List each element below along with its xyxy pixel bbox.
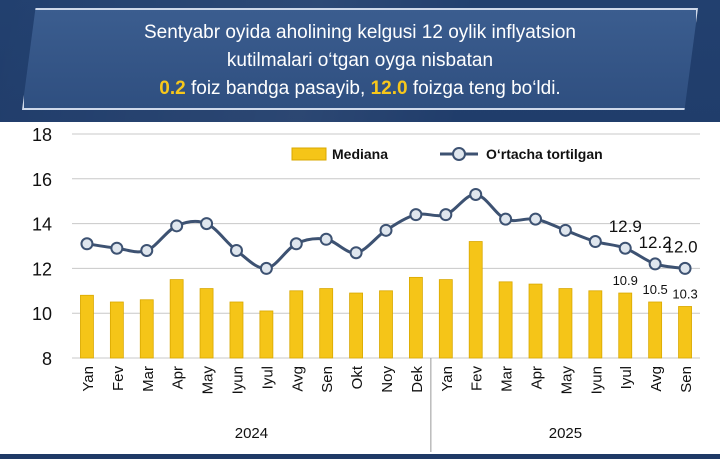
headline-line-3: 0.2 foiz bandga pasayib, 12.0 foizga ten… bbox=[24, 75, 696, 103]
chart-card: 10.9 10.5 10.3 12.9 12.2 12.0 8 10 12 14 16 18 Yan F… bbox=[0, 122, 720, 454]
x-tick-label: Dek bbox=[409, 366, 426, 393]
year-label: 2025 bbox=[549, 425, 582, 442]
x-tick-label: Apr bbox=[529, 366, 546, 389]
line-point-marker bbox=[289, 237, 303, 251]
x-tick-label: Iyul bbox=[618, 366, 635, 389]
bar-mediana bbox=[109, 301, 124, 359]
bar-mediana bbox=[199, 288, 214, 359]
x-tick-label: Avg bbox=[648, 366, 665, 392]
x-tick-label: Okt bbox=[349, 365, 366, 389]
bar-mediana bbox=[528, 283, 543, 359]
headline-line-1: Sentyabr oyida aholining kelgusi 12 oyli… bbox=[144, 22, 576, 43]
headline-banner: Sentyabr oyida aholining kelgusi 12 oyli… bbox=[22, 8, 698, 110]
line-point-marker bbox=[648, 257, 662, 271]
x-tick-label: Fev bbox=[469, 366, 486, 392]
line-point-marker bbox=[349, 246, 363, 260]
x-tick-label: May bbox=[200, 366, 217, 395]
line-point-marker bbox=[80, 237, 94, 251]
line-point-marker bbox=[618, 241, 632, 255]
y-tick-label: 12 bbox=[32, 259, 52, 279]
bar-mediana bbox=[349, 292, 363, 359]
line-point-marker bbox=[379, 223, 393, 237]
line-point-marker bbox=[110, 241, 124, 255]
bar-mediana bbox=[229, 301, 244, 359]
year-label: 2024 bbox=[235, 425, 268, 442]
x-tick-label: Fev bbox=[110, 366, 127, 392]
bar-mediana bbox=[498, 281, 513, 359]
legend-line-label: O‘rtacha tortilgan bbox=[486, 146, 603, 162]
line-point-marker bbox=[588, 235, 602, 249]
bar-mediana bbox=[468, 241, 483, 359]
y-tick-label: 16 bbox=[32, 170, 52, 190]
x-tick-label: Apr bbox=[170, 366, 187, 389]
line-point-marker bbox=[200, 217, 214, 231]
bar-mediana bbox=[169, 279, 184, 359]
y-tick-label: 8 bbox=[42, 349, 52, 369]
legend-bar-label: Mediana bbox=[332, 146, 388, 162]
line-point-marker bbox=[140, 243, 154, 257]
headline-text-mid: foiz bandga pasayib, bbox=[185, 78, 371, 99]
line-point-marker bbox=[409, 208, 423, 222]
line-point-marker bbox=[499, 212, 513, 226]
x-tick-label: Iyun bbox=[229, 366, 246, 394]
bar-mediana bbox=[618, 292, 633, 359]
legend-bar-swatch bbox=[291, 147, 327, 161]
bar-mediana bbox=[379, 290, 393, 359]
x-tick-label: Sen bbox=[678, 366, 695, 393]
bar-value-label: 10.5 bbox=[642, 282, 667, 297]
y-tick-label: 14 bbox=[32, 215, 52, 235]
x-tick-label: Yan bbox=[439, 366, 456, 392]
legend-line-marker bbox=[452, 147, 466, 161]
bar-mediana bbox=[558, 288, 573, 359]
x-tick-label: Iyun bbox=[588, 366, 605, 394]
x-tick-label: Mar bbox=[140, 366, 157, 392]
x-tick-label: Iyul bbox=[259, 366, 276, 389]
line-value-label: 12.0 bbox=[665, 237, 698, 256]
bar-mediana bbox=[678, 306, 692, 359]
line-point-marker bbox=[529, 212, 543, 226]
line-point-marker bbox=[469, 187, 483, 201]
x-tick-label: May bbox=[558, 366, 575, 395]
inflation-expectations-chart: 10.9 10.5 10.3 12.912.212.0 8 10 12 14 16 18 Yan F… bbox=[32, 125, 700, 452]
line-point-marker bbox=[558, 223, 572, 237]
bar-mediana bbox=[80, 294, 94, 359]
bar-value-label: 10.9 bbox=[613, 273, 638, 288]
bar-mediana bbox=[289, 290, 304, 359]
headline-value-change: 0.2 bbox=[159, 78, 186, 99]
x-tick-label: Noy bbox=[379, 366, 396, 393]
line-value-label: 12.9 bbox=[609, 217, 642, 236]
bar-mediana bbox=[648, 301, 663, 359]
line-point-marker bbox=[319, 232, 333, 246]
line-point-marker bbox=[229, 243, 243, 257]
y-tick-label: 18 bbox=[32, 125, 52, 145]
y-tick-label: 10 bbox=[32, 304, 52, 324]
line-point-marker bbox=[170, 219, 184, 233]
bar-mediana bbox=[588, 290, 603, 359]
bar-value-label: 10.3 bbox=[672, 286, 697, 301]
bar-mediana bbox=[438, 279, 453, 359]
line-point-marker bbox=[678, 261, 692, 275]
bar-mediana bbox=[139, 299, 154, 359]
x-tick-label: Avg bbox=[289, 366, 306, 392]
headline-value-current: 12.0 bbox=[370, 78, 408, 99]
bar-mediana bbox=[409, 276, 423, 359]
line-point-marker bbox=[259, 261, 273, 275]
bar-mediana bbox=[259, 310, 274, 359]
headline-text-end: foizga teng bo‘ldi. bbox=[407, 78, 561, 99]
line-value-label: 12.2 bbox=[639, 233, 672, 252]
line-point-marker bbox=[439, 208, 453, 222]
x-tick-label: Sen bbox=[319, 366, 336, 393]
bar-mediana bbox=[319, 288, 334, 359]
headline-line-2: kutilmalari o‘tgan oyga nisbatan bbox=[226, 50, 494, 71]
x-tick-label: Yan bbox=[80, 366, 97, 392]
x-tick-label: Mar bbox=[499, 366, 516, 392]
